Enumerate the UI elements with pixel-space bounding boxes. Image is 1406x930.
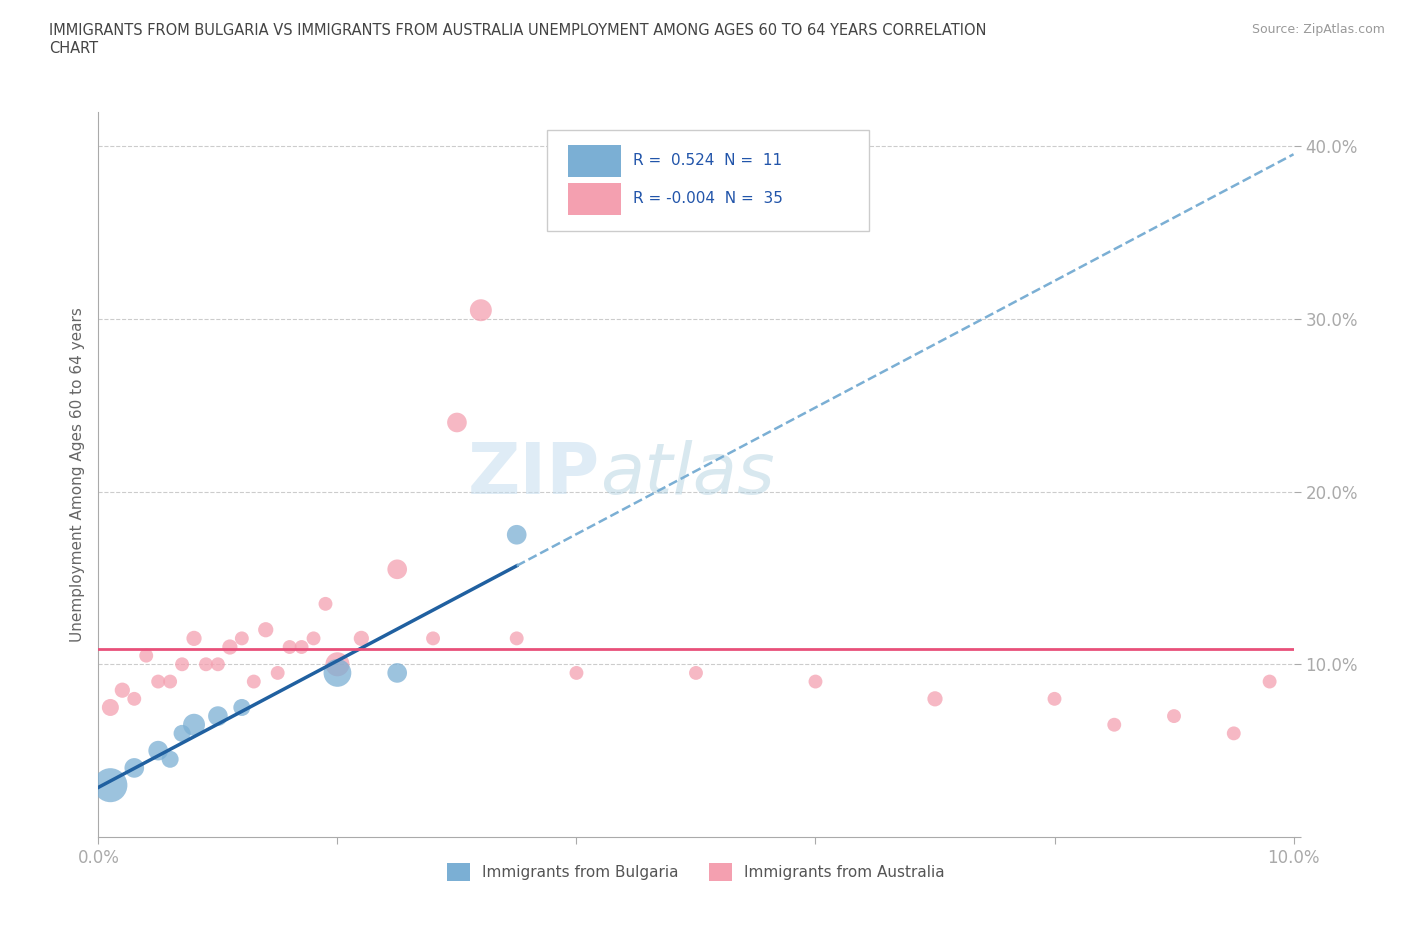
Text: IMMIGRANTS FROM BULGARIA VS IMMIGRANTS FROM AUSTRALIA UNEMPLOYMENT AMONG AGES 60: IMMIGRANTS FROM BULGARIA VS IMMIGRANTS F… [49, 23, 987, 56]
Text: R =  0.524  N =  11: R = 0.524 N = 11 [633, 153, 782, 168]
FancyBboxPatch shape [568, 145, 620, 177]
Point [315, 596, 337, 611]
Point [1223, 726, 1246, 741]
Point [183, 717, 205, 732]
Point [924, 691, 946, 706]
Point [148, 743, 170, 758]
Point [148, 674, 170, 689]
Point [350, 631, 373, 645]
Point [231, 631, 253, 645]
Point [446, 415, 468, 430]
Point [326, 666, 349, 681]
Point [124, 761, 146, 776]
Point [278, 640, 301, 655]
Point [183, 631, 205, 645]
Point [98, 700, 122, 715]
Point [207, 709, 229, 724]
FancyBboxPatch shape [547, 130, 869, 232]
Point [124, 691, 146, 706]
Point [243, 674, 266, 689]
Point [135, 648, 157, 663]
Text: atlas: atlas [600, 440, 775, 509]
Point [159, 674, 181, 689]
Point [267, 666, 290, 681]
Text: ZIP: ZIP [468, 440, 600, 509]
Point [506, 527, 529, 542]
Point [1163, 709, 1185, 724]
Point [506, 631, 529, 645]
Point [326, 657, 349, 671]
Point [254, 622, 277, 637]
Point [422, 631, 444, 645]
Legend: Immigrants from Bulgaria, Immigrants from Australia: Immigrants from Bulgaria, Immigrants fro… [441, 857, 950, 887]
Point [172, 726, 194, 741]
Point [302, 631, 325, 645]
Point [685, 666, 707, 681]
Point [159, 751, 181, 766]
Point [98, 777, 122, 792]
Point [219, 640, 242, 655]
Point [172, 657, 194, 671]
Point [1043, 691, 1066, 706]
Point [195, 657, 218, 671]
Text: Source: ZipAtlas.com: Source: ZipAtlas.com [1251, 23, 1385, 36]
Point [1104, 717, 1126, 732]
Text: R = -0.004  N =  35: R = -0.004 N = 35 [633, 192, 783, 206]
Point [207, 657, 229, 671]
Point [385, 562, 409, 577]
Point [385, 666, 409, 681]
Y-axis label: Unemployment Among Ages 60 to 64 years: Unemployment Among Ages 60 to 64 years [69, 307, 84, 642]
Point [231, 700, 253, 715]
Point [111, 683, 134, 698]
Point [291, 640, 314, 655]
Point [565, 666, 588, 681]
Point [1258, 674, 1281, 689]
Point [804, 674, 827, 689]
FancyBboxPatch shape [568, 182, 620, 215]
Point [470, 303, 492, 318]
